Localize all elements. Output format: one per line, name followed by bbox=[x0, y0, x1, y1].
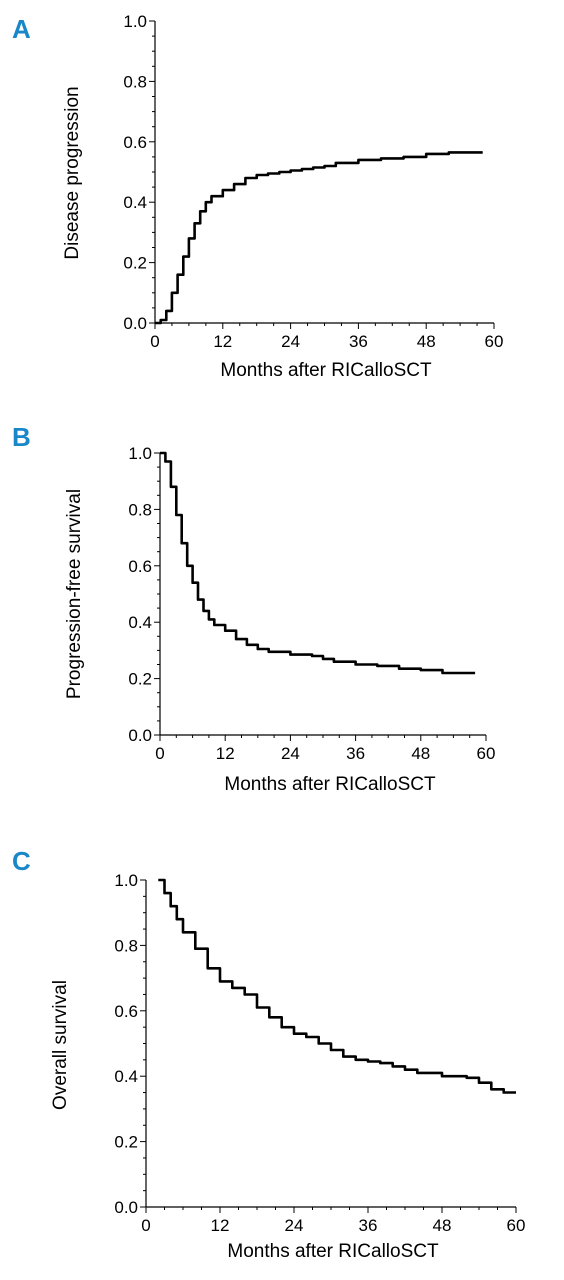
panel-b-y-tick-label: 1.0 bbox=[128, 444, 152, 463]
panel-a-x-tick-label: 36 bbox=[349, 332, 368, 351]
panel-c-y-tick-label: 0.8 bbox=[114, 936, 138, 955]
panel-c-x-tick-label: 12 bbox=[211, 1216, 230, 1235]
panel-c-y-axis-label: Overall survival bbox=[50, 980, 71, 1110]
panel-a-axes: 0.0 0.2 0.4 0.6 0.8 1.0 0 12 24 36 48 60 bbox=[123, 12, 503, 351]
panel-b-y-tick-label: 0.2 bbox=[128, 670, 152, 689]
panel-b-x-tick-label: 24 bbox=[281, 744, 300, 763]
panel-c-y-tick-label: 0.6 bbox=[114, 1002, 138, 1021]
panel-b-series-line bbox=[160, 451, 476, 675]
panel-c-x-tick-label: 48 bbox=[433, 1216, 452, 1235]
panel-a-y-tick-label: 0.0 bbox=[123, 314, 147, 333]
panel-c-x-tick-label: 36 bbox=[359, 1216, 378, 1235]
panel-a-x-tick-label: 0 bbox=[150, 332, 159, 351]
panel-c-y-tick-label: 0.0 bbox=[114, 1198, 138, 1217]
panel-a-x-tick-label: 24 bbox=[281, 332, 300, 351]
panel-a-series-line bbox=[155, 151, 483, 325]
panel-a-x-axis-label: Months after RICalloSCT bbox=[220, 360, 432, 381]
panel-c-axes: 0.0 0.2 0.4 0.6 0.8 1.0 0 12 24 36 48 60 bbox=[114, 871, 525, 1235]
panel-a-y-tick-label: 0.2 bbox=[123, 254, 147, 273]
panel-b-axes: 0.0 0.2 0.4 0.6 0.8 1.0 0 12 24 36 48 60 bbox=[128, 444, 495, 763]
panel-c-letter: C bbox=[12, 846, 31, 876]
panel-a-x-tick-label: 12 bbox=[213, 332, 232, 351]
panel-b-y-tick-label: 0.4 bbox=[128, 613, 152, 632]
panel-c-x-tick-label: 24 bbox=[285, 1216, 304, 1235]
panel-b-x-tick-label: 12 bbox=[216, 744, 235, 763]
panel-a-letter: A bbox=[12, 14, 31, 44]
panel-a-y-axis-label: Disease progression bbox=[62, 86, 83, 259]
panel-b-y-axis-label: Progression-free survival bbox=[64, 489, 85, 699]
panel-c-y-tick-label: 0.4 bbox=[114, 1067, 138, 1086]
panel-b-y-tick-label: 0.6 bbox=[128, 557, 152, 576]
panel-a-y-tick-label: 0.8 bbox=[123, 72, 147, 91]
panel-a-x-tick-label: 48 bbox=[417, 332, 436, 351]
panel-b-letter: B bbox=[12, 422, 31, 452]
panel-a-y-tick-label: 0.4 bbox=[123, 193, 147, 212]
panel-c: C 0.0 0.2 0.4 0.6 0.8 1.0 0 12 24 36 48 60 Months a… bbox=[12, 846, 525, 1262]
panel-b-x-axis-label: Months after RICalloSCT bbox=[224, 774, 436, 795]
panel-b-x-tick-label: 36 bbox=[346, 744, 365, 763]
panel-b: B 0.0 0.2 0.4 0.6 0.8 1.0 0 12 24 36 48 60 Months a… bbox=[12, 422, 495, 795]
panel-c-x-tick-label: 60 bbox=[507, 1216, 526, 1235]
panel-a-y-tick-label: 0.6 bbox=[123, 133, 147, 152]
panel-c-x-axis-label: Months after RICalloSCT bbox=[227, 1241, 439, 1262]
panel-a: A 0.0 0.2 0.4 0.6 0.8 1.0 0 12 24 36 48 60 Months a… bbox=[12, 12, 503, 381]
panel-a-y-tick-label: 1.0 bbox=[123, 12, 147, 31]
panel-b-x-tick-label: 60 bbox=[477, 744, 496, 763]
panel-c-x-tick-label: 0 bbox=[141, 1216, 150, 1235]
panel-b-x-tick-label: 0 bbox=[155, 744, 164, 763]
panel-c-y-tick-label: 0.2 bbox=[114, 1133, 138, 1152]
panel-b-y-tick-label: 0.0 bbox=[128, 726, 152, 745]
panel-a-x-tick-label: 60 bbox=[485, 332, 504, 351]
panel-b-y-tick-label: 0.8 bbox=[128, 500, 152, 519]
panel-c-y-tick-label: 1.0 bbox=[114, 871, 138, 890]
panel-c-series-line bbox=[158, 878, 516, 1094]
panel-b-x-tick-label: 48 bbox=[411, 744, 430, 763]
